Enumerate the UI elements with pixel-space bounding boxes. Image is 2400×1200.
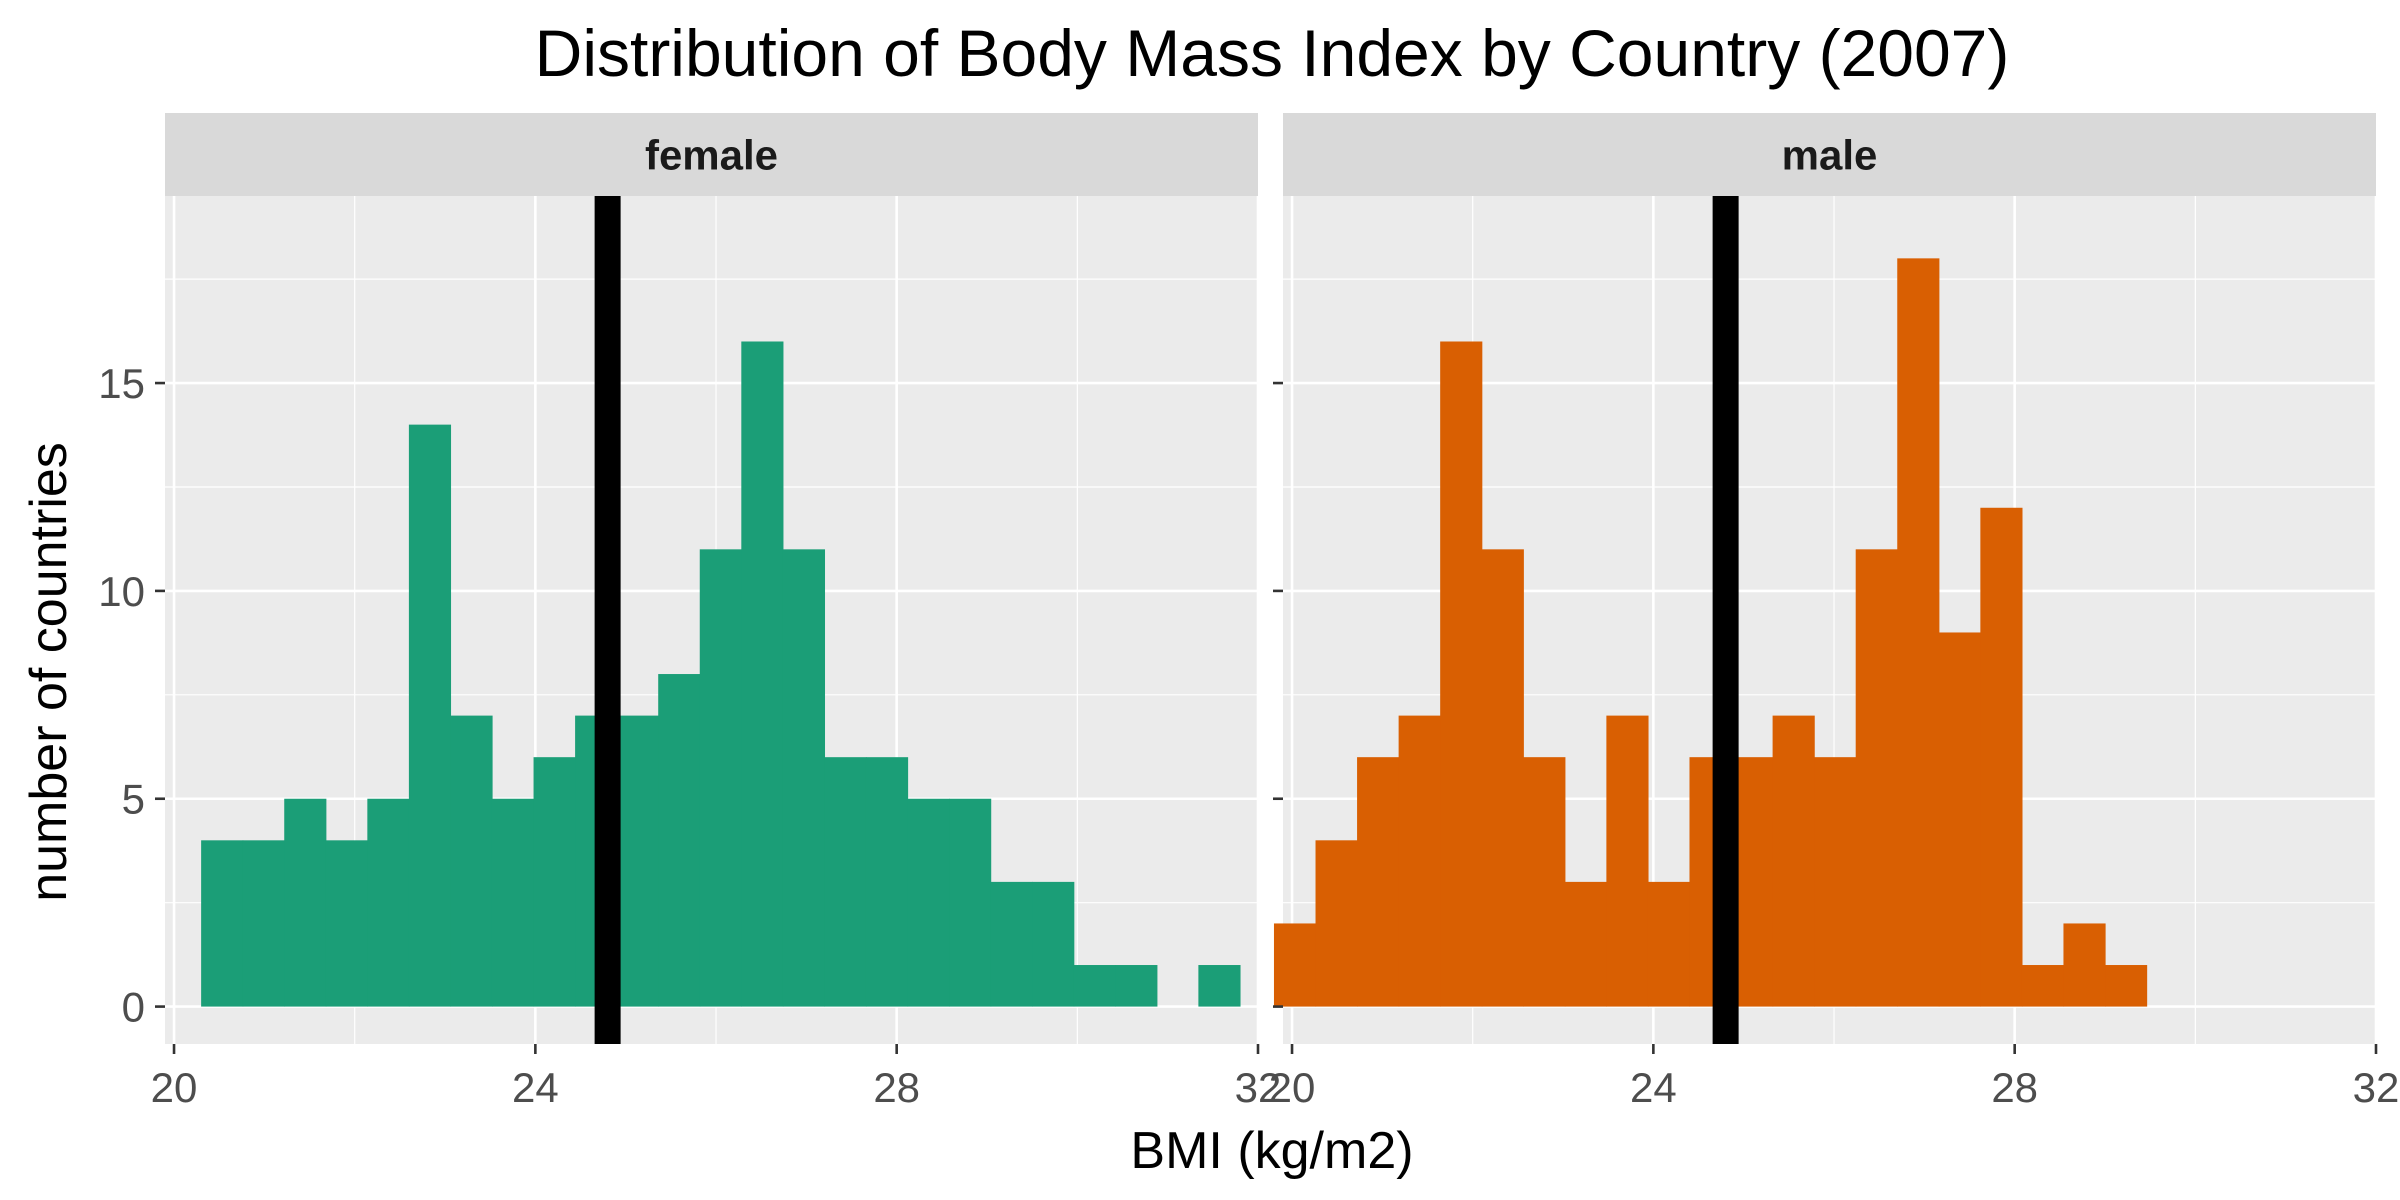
facet-panel-male: male 20 24 28 32 [1269,113,2400,1111]
x-tick-label: 32 [1235,1064,1282,1111]
histogram-bar [824,757,867,1007]
x-tick-label: 20 [151,1064,198,1111]
histogram-bar [201,840,244,1007]
facet-strip-label: male [1782,132,1878,179]
histogram-bar [658,674,701,1007]
y-tick-label: 15 [98,360,145,407]
histogram-bar [1772,715,1815,1007]
x-tick-label: 32 [2353,1064,2400,1111]
x-tick-label: 24 [512,1064,559,1111]
histogram-bar [1523,757,1566,1007]
histogram-bar [2105,965,2148,1007]
histogram-bar [2063,923,2106,1007]
histogram-bar [1647,881,1691,1007]
histogram-bar [2021,965,2065,1007]
histogram-bar [491,798,535,1007]
histogram-bar [1398,715,1441,1007]
facet-panels: female 20 24 28 32 0 5 10 15 male 20 24 28 32 [98,113,2399,1111]
histogram-bar [284,798,327,1007]
histogram-bar [1073,965,1116,1007]
histogram-bar [1273,923,1317,1007]
histogram-bar [1481,549,1524,1007]
histogram-bar [1980,507,2023,1007]
facet-strip-label: female [645,132,778,179]
histogram-bar [616,715,659,1007]
mean-reference-line [594,196,621,1044]
x-tick-label: 28 [1991,1064,2038,1111]
facet-strip [1283,113,2376,196]
x-tick-label: 28 [873,1064,920,1111]
histogram-bar [533,757,576,1007]
x-tick-label: 20 [1269,1064,1316,1111]
y-tick-label: 0 [122,984,145,1031]
facet-panel-female: female 20 24 28 32 0 5 10 15 [98,113,1281,1111]
y-axis-title: number of countries [20,442,78,902]
chart-title: Distribution of Body Mass Index by Count… [535,16,2010,90]
histogram-bar [1315,840,1358,1007]
histogram-bar [1855,549,1898,1007]
histogram-bar [1440,341,1483,1007]
histogram-bar [1938,632,1981,1007]
histogram-bar [782,549,826,1007]
histogram-bar [1032,881,1075,1007]
x-axis-title: BMI (kg/m2) [1130,1122,1413,1180]
histogram-bar [1606,715,1649,1007]
histogram-bar [949,798,992,1007]
facet-strip [165,113,1258,196]
histogram-bar [1564,881,1607,1007]
y-tick-label: 5 [122,776,145,823]
histogram-bar [408,424,452,1007]
histogram-bar [1357,757,1400,1007]
histogram-bar [699,549,742,1007]
histogram-bar [990,881,1033,1007]
histogram-bar [242,840,285,1007]
mean-reference-line [1712,196,1739,1044]
histogram-bar [1198,965,1241,1007]
histogram-bar [1115,965,1158,1007]
histogram-bar [367,798,410,1007]
histogram-bar [1814,757,1857,1007]
y-tick-label: 10 [98,568,145,615]
histogram-bar [741,341,784,1007]
histogram-bar [450,715,493,1007]
histogram-bar [325,840,368,1007]
histogram-bar [1897,258,1940,1007]
x-tick-label: 24 [1630,1064,1677,1111]
histogram-bar [865,757,909,1007]
histogram-bar [907,798,950,1007]
